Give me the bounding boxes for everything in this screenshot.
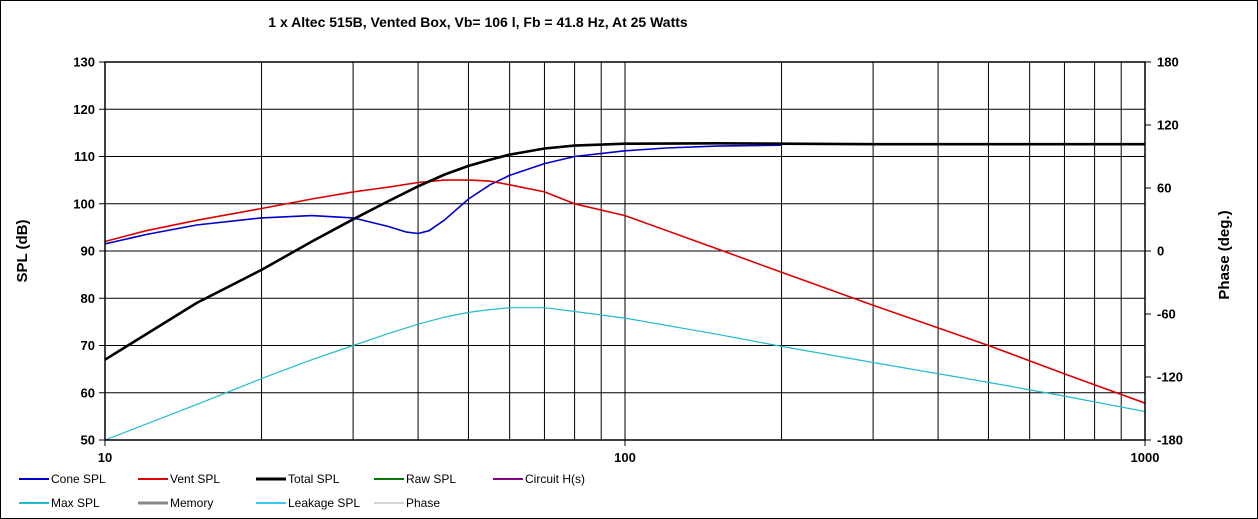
- axis-ticks: 50 60 70 80 90 100 110 120 130 -180 -120 -60 0 60 120 1…: [73, 55, 1183, 466]
- x-tick-label: 1000: [1131, 450, 1160, 465]
- y-tick-label: 110: [74, 149, 95, 164]
- legend: Cone SPL Vent SPL Total SPL Raw SPL Circuit …: [19, 472, 585, 510]
- legend-label: Vent SPL: [170, 472, 220, 486]
- series-line-total-spl: [104, 142, 1145, 361]
- y2-tick-label: 60: [1157, 181, 1171, 196]
- legend-label: Raw SPL: [406, 472, 456, 486]
- y-tick-label: 130: [73, 55, 95, 70]
- y-tick-label: 120: [73, 102, 95, 117]
- grid-lines: [105, 62, 1145, 440]
- y-axis-label: SPL (dB): [14, 219, 31, 282]
- y2-tick-label: 0: [1157, 244, 1164, 259]
- chart-title: 1 x Altec 515B, Vented Box, Vb= 106 l, F…: [268, 14, 688, 30]
- legend-label: Cone SPL: [51, 472, 106, 486]
- legend-label: Memory: [170, 496, 213, 510]
- x-tick-label: 100: [614, 450, 636, 465]
- y-tick-label: 50: [81, 433, 95, 448]
- y-tick-label: 60: [81, 385, 95, 400]
- y2-axis-label: Phase (deg.): [1216, 210, 1233, 299]
- legend-label: Max SPL: [51, 496, 100, 510]
- series-line-vent-spl: [104, 179, 1146, 404]
- y2-tick-label: -120: [1157, 370, 1183, 385]
- y-tick-label: 80: [81, 291, 95, 306]
- y2-tick-label: 180: [1157, 55, 1179, 70]
- legend-label: Leakage SPL: [288, 496, 360, 510]
- y-tick-label: 70: [81, 338, 95, 353]
- y-tick-label: 90: [81, 244, 95, 259]
- legend-label: Total SPL: [288, 472, 340, 486]
- legend-label: Circuit H(s): [525, 472, 585, 486]
- y2-tick-label: -180: [1157, 433, 1183, 448]
- series-line-cone-spl: [104, 144, 782, 245]
- legend-label: Phase: [406, 496, 440, 510]
- series-line-max-spl: [104, 307, 1146, 441]
- plot-series: [104, 142, 1146, 441]
- y2-tick-label: 120: [1157, 118, 1179, 133]
- y2-tick-label: -60: [1157, 307, 1176, 322]
- x-tick-label: 10: [98, 450, 112, 465]
- y-tick-label: 100: [73, 196, 95, 211]
